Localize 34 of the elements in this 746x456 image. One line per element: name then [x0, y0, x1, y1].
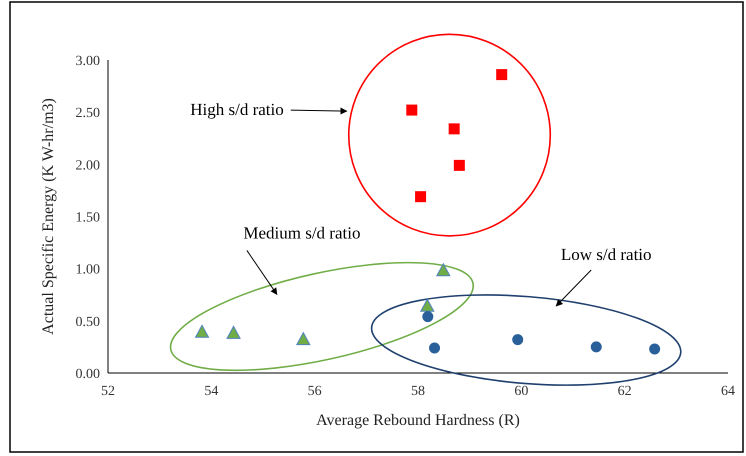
point [226, 326, 241, 339]
point [649, 344, 660, 355]
y-tick-label: 1.00 [76, 262, 100, 278]
x-tick-label: 52 [101, 384, 115, 399]
point [195, 324, 210, 338]
point [415, 191, 426, 202]
x-tick-label: 54 [204, 384, 218, 399]
y-tick-label: 2.00 [76, 158, 100, 174]
annotation: High s/d ratio [190, 100, 284, 120]
x-tick-label: 56 [308, 384, 322, 399]
point [429, 342, 440, 354]
x-tick-label: 60 [514, 384, 528, 399]
point [454, 160, 465, 171]
annotation: Medium s/d ratio [243, 223, 360, 242]
x-tick-label: 58 [411, 384, 425, 399]
y-tick-label: 1.50 [76, 210, 100, 226]
point [422, 311, 434, 322]
point [448, 123, 460, 134]
point [406, 104, 418, 116]
x-axis-title: Average Rebound Hardness (R) [316, 412, 520, 429]
point [496, 69, 508, 80]
point [420, 298, 434, 312]
y-axis-title: Actual Specific Energy (K W-hr/m3) [40, 98, 57, 335]
point [590, 341, 602, 352]
point [512, 334, 524, 346]
y-tick-label: 2.50 [76, 106, 100, 122]
x-tick-label: 62 [618, 384, 632, 399]
y-tick-label: 0.00 [76, 367, 100, 382]
point [436, 263, 450, 276]
y-tick-label: 0.50 [76, 314, 100, 330]
x-tick-label: 64 [721, 384, 735, 399]
annotation: Low s/d ratio [560, 245, 652, 264]
y-tick-label: 3.00 [76, 54, 100, 69]
point [296, 332, 310, 346]
